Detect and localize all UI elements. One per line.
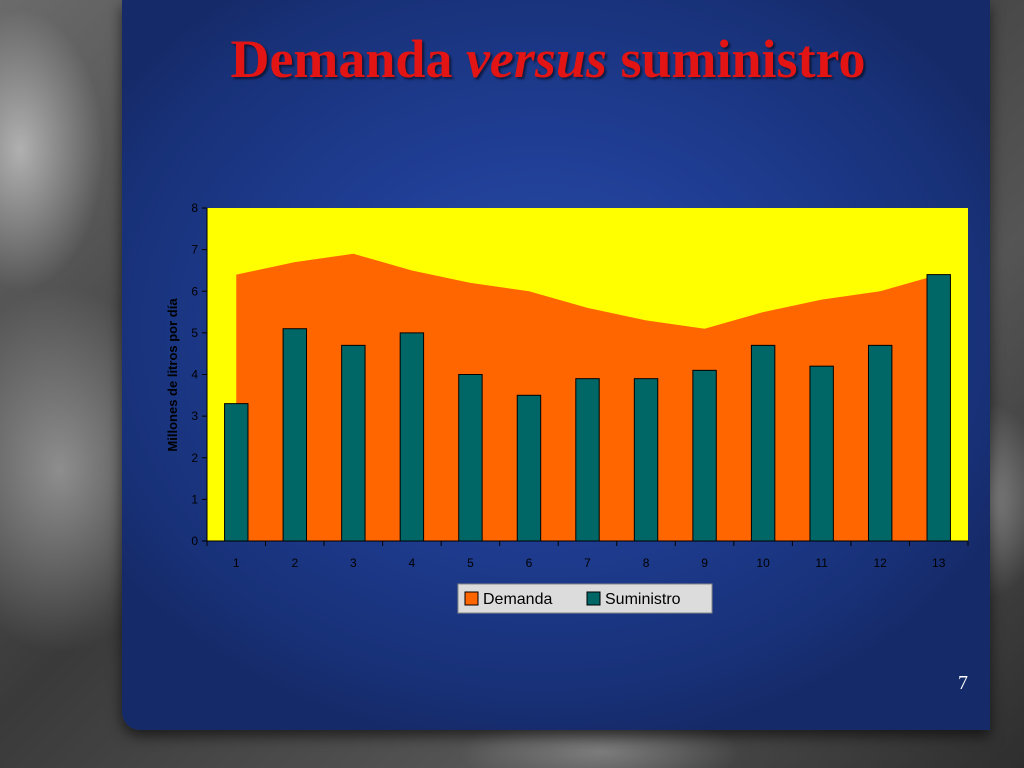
suministro-bar [282,328,308,542]
slide-title: Demanda versus suministro [0,28,1024,90]
y-tick-label: 8 [191,201,198,215]
y-tick-label: 2 [191,451,198,465]
x-tick-label: 10 [756,556,770,570]
title-part-1: Demanda [230,29,466,89]
legend-swatch [586,591,601,606]
legend-label: Suministro [605,591,681,608]
x-tick-label: 13 [932,556,946,570]
title-part-2: suministro [606,29,866,89]
y-tick-label: 7 [191,243,198,257]
suministro-bar [224,403,249,542]
suministro-bar [341,344,366,542]
suministro-bar [750,344,776,542]
plot-area [207,208,968,542]
suministro-bar [516,394,542,542]
y-tick-label: 1 [191,492,198,506]
y-tick-label: 4 [191,368,198,382]
legend-box [457,583,713,614]
page-number: 7 [958,672,968,694]
x-tick-label: 5 [467,556,474,570]
suministro-bar [867,344,893,542]
x-tick-label: 1 [233,556,240,570]
suministro-bar [926,274,951,542]
x-tick-label: 11 [815,556,828,570]
x-tick-label: 3 [350,556,357,570]
suministro-bar [575,378,600,542]
suministro-bar [399,332,425,542]
suministro-bar [809,365,834,542]
x-tick-label: 2 [291,556,298,570]
x-tick-label: 9 [701,556,708,570]
x-tick-label: 8 [643,556,650,570]
x-tick-label: 12 [874,556,888,570]
suministro-bar [633,378,659,542]
x-tick-label: 7 [584,556,591,570]
legend-label: Demanda [483,591,552,608]
title-italic: versus [465,29,607,89]
suministro-bar [692,369,717,542]
x-tick-label: 4 [409,556,416,570]
y-tick-label: 6 [191,284,198,298]
y-tick-label: 3 [191,409,198,423]
legend-swatch [464,591,479,606]
suministro-bar [458,374,483,542]
chart-legend: Demanda Suministro [457,583,713,614]
y-tick-label: 0 [191,534,198,548]
y-tick-label: 5 [191,326,198,340]
y-axis-label: Millones de litros por día [165,298,180,452]
x-tick-label: 6 [526,556,533,570]
